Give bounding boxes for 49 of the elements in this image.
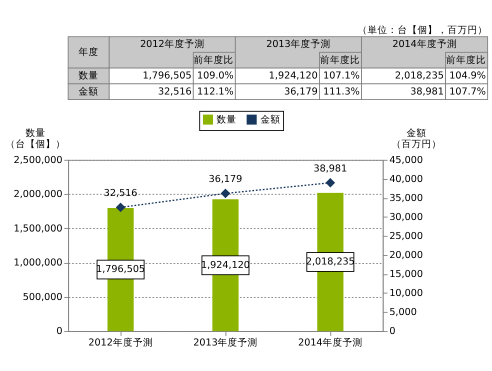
y-tick-label: 500,000 <box>22 292 62 303</box>
y2-tick-label: 25,000 <box>389 231 423 242</box>
data-label: 38,981 <box>314 163 348 174</box>
y-tick-label: 2,500,000 <box>14 154 62 166</box>
y-tick-label: 0 <box>56 326 62 338</box>
y-tick-label: 2,000,000 <box>14 189 62 200</box>
y2-tick-label: 10,000 <box>389 288 423 300</box>
category-label: 2013年度予測 <box>266 39 331 50</box>
text: 38,981 <box>410 86 444 98</box>
text: 107.1% <box>323 70 360 82</box>
data-label: 2,018,235 <box>306 256 355 268</box>
text: 112.1% <box>196 86 234 98</box>
category-label: 2014年度予測 <box>392 39 457 50</box>
y2-tick-label: 35,000 <box>389 192 423 204</box>
text: 109.0% <box>196 70 234 82</box>
text: 金額 <box>78 86 99 98</box>
text: 107.7% <box>449 86 486 98</box>
text: 104.9% <box>449 70 486 82</box>
text: （単位：台【個】，百万円） <box>358 24 488 36</box>
text: 32,516 <box>158 86 192 98</box>
text: 2,018,235 <box>394 70 444 82</box>
text: 1,924,120 <box>268 70 318 82</box>
legend-label: 金額 <box>260 113 280 126</box>
y2-tick-label: 30,000 <box>389 212 423 223</box>
category-label: 2012年度予測 <box>140 39 205 50</box>
data-label: 36,179 <box>208 174 242 186</box>
x-tick-label: 2012年度予測 <box>88 336 153 349</box>
text: 111.3% <box>323 86 360 98</box>
text: 数量 <box>78 70 99 82</box>
text: 36,179 <box>284 86 318 98</box>
y-tick-label: 1,500,000 <box>14 223 62 234</box>
y2-tick-label: 40,000 <box>389 174 423 185</box>
text: 年度 <box>78 46 99 58</box>
y2-tick-label: 0 <box>389 326 396 338</box>
y2-tick-label: 15,000 <box>389 269 423 280</box>
x-tick-label: 2013年度予測 <box>193 336 258 349</box>
legend-label: 数量 <box>216 114 237 126</box>
text: 前年度比 <box>320 54 360 66</box>
y-axis-title: 数量（台【個】） <box>5 128 66 150</box>
y-tick-label: 1,000,000 <box>14 258 62 269</box>
x-tick-label: 2014年度予測 <box>298 336 363 349</box>
text: 前年度比 <box>446 54 486 66</box>
y2-axis-title: 金額（百万円） <box>391 126 442 150</box>
data-label: 32,516 <box>104 188 138 200</box>
y2-tick-label: 5,000 <box>389 307 417 318</box>
y2-tick-label: 20,000 <box>389 250 423 262</box>
text: 前年度比 <box>194 54 234 66</box>
text: 1,796,505 <box>142 70 192 82</box>
y2-tick-label: 45,000 <box>389 154 423 166</box>
